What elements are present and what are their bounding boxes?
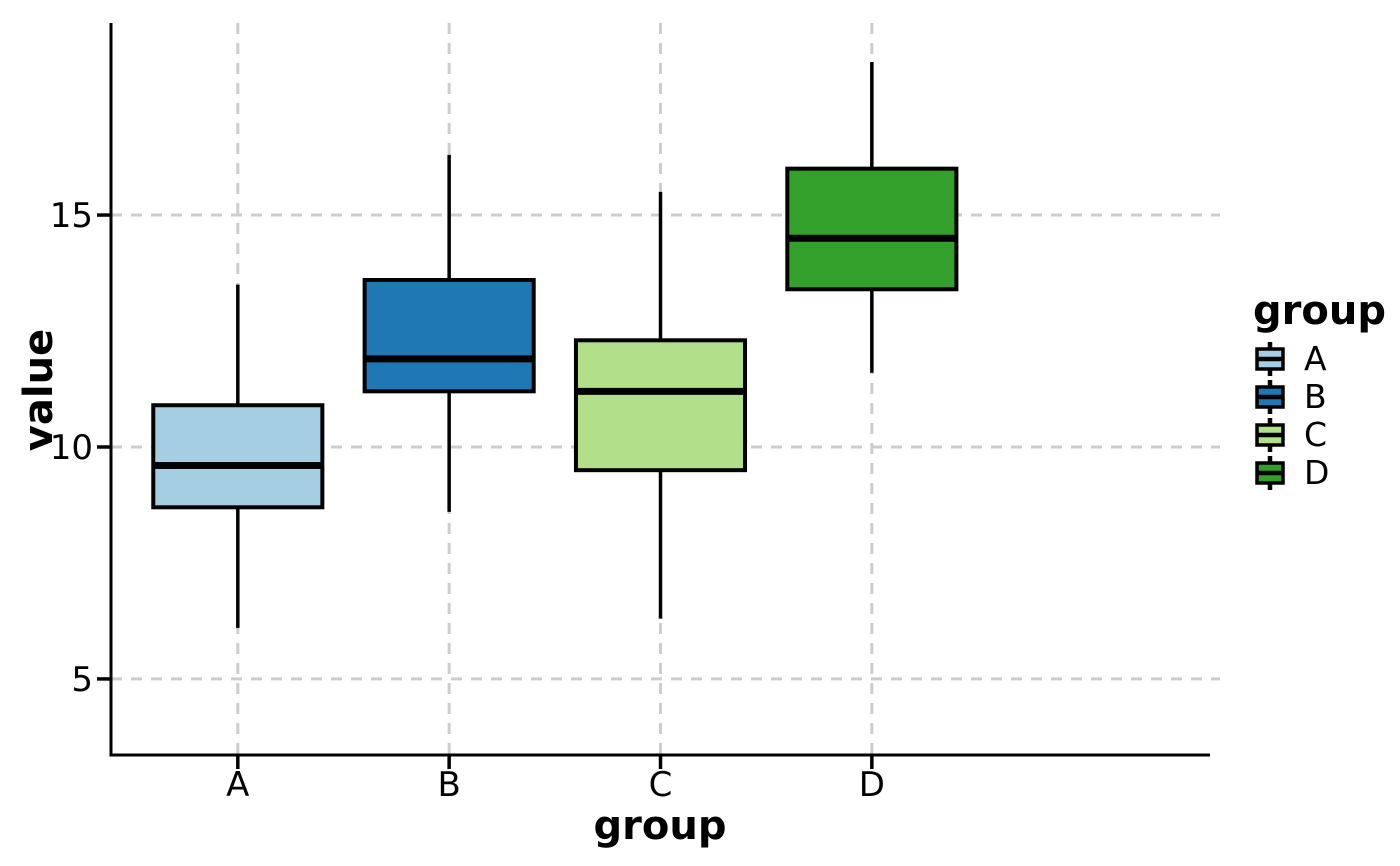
legend-key-boxplot-icon-B	[1255, 380, 1285, 414]
legend-label-B: B	[1304, 377, 1327, 416]
legend-item-B: B	[1253, 378, 1386, 416]
x-tick-label-B: B	[437, 765, 460, 805]
y-tick-label-10: 10	[50, 428, 93, 468]
legend-item-C: C	[1253, 416, 1386, 454]
legend-title: group	[1253, 288, 1386, 334]
legend-key-boxplot-icon-D	[1255, 456, 1285, 490]
y-axis-title: value	[16, 328, 62, 452]
legend-item-A: A	[1253, 340, 1386, 378]
x-tick-label-C: C	[649, 765, 673, 805]
legend-key-boxplot-icon-C	[1255, 418, 1285, 452]
box-C	[573, 338, 748, 473]
x-tick-label-D: D	[859, 765, 885, 805]
x-tick-label-A: A	[226, 765, 249, 805]
legend-label-C: C	[1304, 415, 1328, 454]
y-tick-label-5: 5	[71, 660, 93, 700]
legend-item-D: D	[1253, 454, 1386, 492]
x-axis-title: group	[593, 803, 727, 849]
box-A	[151, 403, 325, 510]
y-tick-label-15: 15	[50, 196, 93, 236]
box-D	[785, 166, 959, 292]
legend-label-D: D	[1304, 453, 1330, 492]
legend-key-boxplot-icon-A	[1255, 342, 1285, 376]
box-B	[362, 277, 536, 394]
legend-label-A: A	[1304, 339, 1327, 378]
